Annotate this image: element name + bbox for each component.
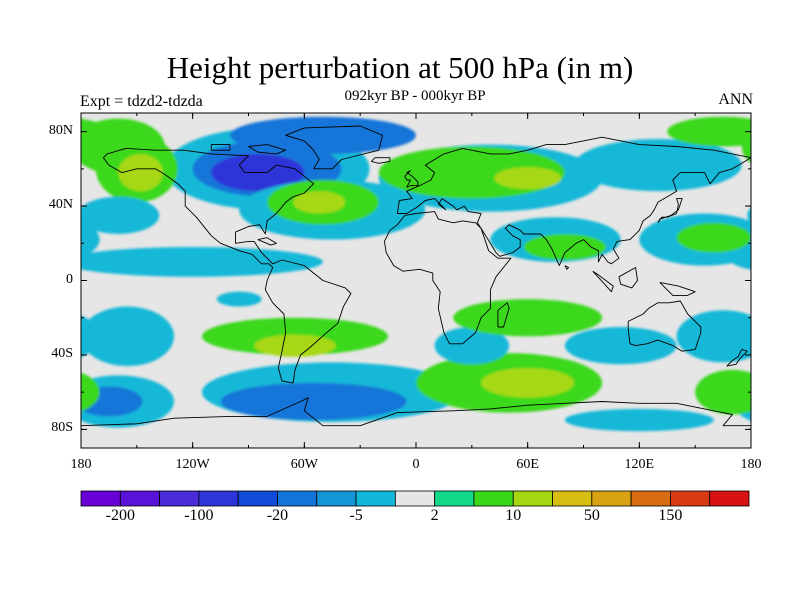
field-anomaly-3 — [229, 116, 416, 154]
coastline-13 — [257, 237, 277, 246]
coastline-5 — [627, 300, 702, 352]
coastline-1 — [285, 125, 383, 170]
coastline-0 — [102, 147, 352, 384]
lat-label: 0 — [66, 271, 73, 287]
season-label: ANN — [718, 91, 753, 108]
coastline-2 — [396, 136, 751, 267]
lat-label: 80S — [51, 420, 73, 436]
lon-label: 120E — [624, 457, 655, 472]
colorbar-box — [434, 490, 475, 507]
field-anomaly-35 — [695, 369, 751, 415]
colorbar-box — [630, 490, 671, 507]
field-anomaly-35-wrap — [81, 372, 100, 412]
colorbar — [80, 490, 750, 507]
colorbar-box — [237, 490, 278, 507]
lon-label: 180 — [70, 457, 92, 472]
field-anomaly-6 — [118, 153, 163, 192]
field-anomaly-19 — [523, 233, 606, 261]
field-anomaly-15-wrap — [81, 118, 109, 145]
colorbar-box — [119, 490, 160, 507]
field-anomaly-21 — [216, 291, 262, 307]
coastlines — [81, 125, 751, 427]
lon-label: 60W — [290, 457, 318, 472]
field-anomaly-16-wrap — [81, 221, 100, 258]
colorbar-box — [355, 490, 396, 507]
colorbar-box — [670, 490, 711, 507]
coastline-9 — [618, 267, 638, 289]
colorbar-box — [552, 490, 593, 507]
axis-ticks — [80, 113, 752, 448]
colorbar-box — [277, 490, 318, 507]
chart-title: Height perturbation at 500 hPa (in m) — [166, 50, 634, 85]
coastline-8 — [592, 270, 614, 293]
lat-label: 40N — [48, 197, 73, 213]
colorbar-label: 2 — [430, 507, 439, 524]
field-anomaly-17 — [676, 222, 751, 253]
colorbar-label: 10 — [505, 507, 522, 524]
coastline-14 — [81, 397, 751, 427]
colorbar-box — [316, 490, 357, 507]
coastline-4 — [497, 302, 510, 328]
colorbar-box — [198, 490, 239, 507]
coastline-12 — [370, 157, 391, 164]
lat-label: 80N — [48, 122, 73, 138]
lon-label: 180 — [740, 457, 762, 472]
field-anomaly-26 — [254, 334, 336, 357]
field-anomaly-14 — [574, 139, 742, 192]
colorbar-label: -200 — [105, 507, 135, 524]
colorbar-label: 50 — [583, 507, 600, 524]
field-anomaly-15 — [667, 116, 751, 147]
colorbar-box — [80, 490, 121, 507]
lon-label: 0 — [412, 457, 420, 472]
lon-label: 60E — [516, 457, 539, 472]
field-anomaly-20-wrap — [732, 254, 751, 270]
field-anomaly-34 — [676, 310, 751, 363]
field-anomaly-36 — [564, 408, 714, 432]
field-anomaly-10 — [293, 191, 346, 214]
lat-label: 40S — [51, 345, 73, 361]
height-field — [81, 116, 751, 432]
colorbar-box — [473, 490, 514, 507]
colorbar-label: 150 — [658, 507, 683, 524]
coastline-7 — [657, 198, 683, 224]
field-anomaly-13 — [494, 166, 562, 190]
field-anomaly-7 — [81, 196, 160, 234]
field-anomaly-22 — [81, 306, 175, 367]
colorbar-box — [512, 490, 553, 507]
coastline-17 — [564, 265, 570, 270]
colorbar-label: -100 — [184, 507, 214, 524]
lon-label: 120W — [175, 457, 210, 472]
coastline-10 — [659, 281, 696, 296]
colorbar-label: -5 — [349, 507, 363, 524]
coastline-11 — [726, 348, 748, 367]
experiment-label: Expt = tdzd2-tdzda — [80, 93, 203, 110]
coastline-15 — [248, 144, 287, 155]
field-anomaly-32 — [453, 299, 603, 337]
field-anomaly-28 — [220, 382, 407, 421]
coastline-6 — [404, 170, 419, 188]
field-anomaly-20 — [81, 247, 323, 277]
coastline-16 — [210, 144, 231, 151]
chart-subtitle: 092kyr BP - 000kyr BP — [344, 88, 486, 104]
colorbar-box — [709, 490, 750, 507]
field-anomaly-7-wrap — [747, 207, 751, 224]
colorbar-label: -20 — [266, 507, 289, 524]
colorbar-box — [591, 490, 632, 507]
field-anomaly-31 — [434, 327, 510, 365]
field-anomaly-24-wrap — [745, 393, 751, 410]
coastline-3 — [383, 211, 512, 345]
colorbar-box — [394, 490, 436, 507]
colorbar-box — [159, 490, 200, 507]
field-anomaly-34-wrap — [81, 315, 100, 358]
field-anomaly-33 — [564, 327, 677, 365]
field-anomaly-30 — [481, 367, 575, 398]
